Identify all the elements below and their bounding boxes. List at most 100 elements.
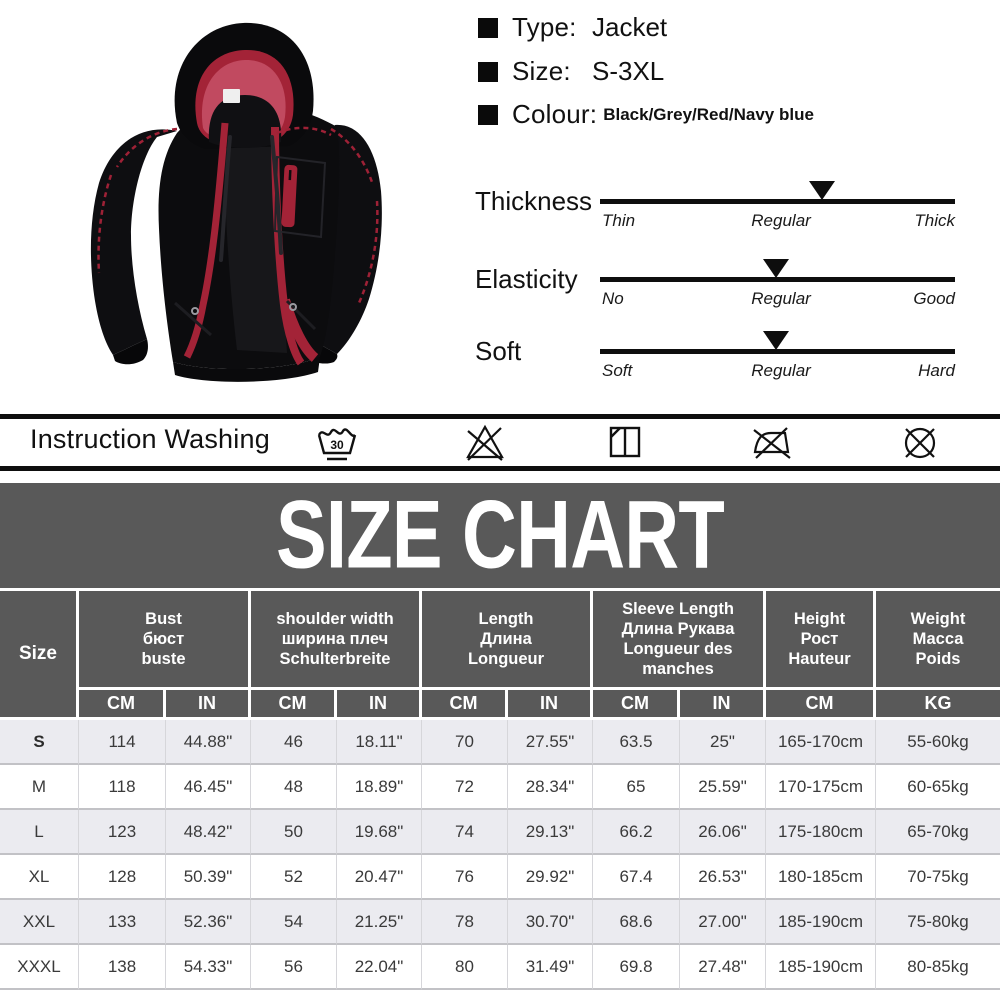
table-header-unit: IN — [166, 690, 251, 720]
size-chart-header: SIZE CHART — [0, 480, 1000, 590]
size-table: Size Bust бюст buste CM IN shoulder width ширин… — [0, 591, 1000, 990]
table-cell: 52.36" — [166, 900, 251, 945]
product-size-row: Size: S-3XL — [478, 56, 664, 87]
table-cell: 44.88" — [166, 720, 251, 765]
table-cell: 185-190cm — [766, 945, 876, 990]
table-row-size-label: M — [0, 765, 79, 810]
table-cell: 70-75kg — [876, 855, 1000, 900]
table-cell: 55-60kg — [876, 720, 1000, 765]
washing-instructions-label: Instruction Washing — [30, 424, 270, 454]
thickness-marker-icon — [808, 181, 835, 200]
size-chart-title: SIZE CHART — [276, 480, 725, 590]
table-cell: 75-80kg — [876, 900, 1000, 945]
elasticity-marker-icon — [762, 259, 789, 278]
thickness-left-label: Thin — [602, 211, 636, 230]
thickness-right-label: Thick — [914, 211, 955, 230]
soft-marker-icon — [762, 331, 789, 350]
table-cell: 66.2 — [593, 810, 680, 855]
soft-mid-label: Regular — [751, 361, 811, 380]
table-cell: 48 — [251, 765, 337, 810]
table-cell: 180-185cm — [766, 855, 876, 900]
wash-30-icon: 30 — [317, 428, 357, 461]
table-cell: 128 — [79, 855, 166, 900]
table-header-unit: CM — [422, 690, 508, 720]
elasticity-mid-label: Regular — [751, 289, 811, 308]
table-cell: 22.04" — [337, 945, 422, 990]
bullet-square-icon — [478, 61, 498, 82]
table-header-group-4: Height Рост Hauteur — [766, 591, 876, 690]
table-cell: 133 — [79, 900, 166, 945]
do-not-bleach-icon — [466, 424, 504, 461]
table-cell: 74 — [422, 810, 508, 855]
thickness-scale-name: Thickness — [475, 186, 593, 216]
table-header-unit: CM — [766, 690, 876, 720]
table-header-group-2: Length Длина Longueur — [422, 591, 593, 690]
svg-text:30: 30 — [330, 438, 344, 452]
soft-scale-track: Soft Regular Hard — [600, 322, 955, 384]
jacket-left-sleeve — [90, 129, 177, 355]
table-cell: 123 — [79, 810, 166, 855]
product-type-row: Type: Jacket — [478, 12, 667, 43]
elasticity-right-label: Good — [913, 289, 955, 308]
chest-zip-pocket — [281, 164, 298, 228]
elasticity-scale-name: Elasticity — [475, 264, 578, 294]
table-cell: 65 — [593, 765, 680, 810]
table-cell: 25" — [680, 720, 766, 765]
divider-bar-bottom — [0, 466, 1000, 471]
type-label: Type: — [512, 12, 577, 42]
table-cell: 78 — [422, 900, 508, 945]
table-row-size-label: XXXL — [0, 945, 79, 990]
jacket-product-image — [90, 22, 382, 382]
table-cell: 56 — [251, 945, 337, 990]
do-not-dry-clean-icon — [904, 427, 936, 459]
table-cell: 48.42" — [166, 810, 251, 855]
table-cell: 69.8 — [593, 945, 680, 990]
elasticity-scale-track: No Regular Good — [600, 250, 955, 312]
table-row-size-label: S — [0, 720, 79, 765]
colour-value: Black/Grey/Red/Navy blue — [603, 104, 814, 124]
table-header-group-0: Bust бюст buste — [79, 591, 251, 690]
table-cell: 114 — [79, 720, 166, 765]
table-cell: 67.4 — [593, 855, 680, 900]
table-cell: 50 — [251, 810, 337, 855]
table-cell: 29.13" — [508, 810, 593, 855]
thickness-mid-label: Regular — [751, 211, 811, 230]
table-cell: 31.49" — [508, 945, 593, 990]
table-header-size: Size — [0, 591, 79, 720]
divider-bar-top — [0, 414, 1000, 419]
table-header-unit: KG — [876, 690, 1000, 720]
table-cell: 29.92" — [508, 855, 593, 900]
table-cell: 27.55" — [508, 720, 593, 765]
scale-line — [600, 349, 955, 354]
table-cell: 25.59" — [680, 765, 766, 810]
elasticity-left-label: No — [602, 289, 624, 308]
table-cell: 50.39" — [166, 855, 251, 900]
do-not-iron-icon — [753, 427, 791, 459]
table-cell: 18.89" — [337, 765, 422, 810]
table-cell: 68.6 — [593, 900, 680, 945]
table-header-group-5: Weight Масса Poids — [876, 591, 1000, 690]
table-cell: 27.48" — [680, 945, 766, 990]
table-cell: 165-170cm — [766, 720, 876, 765]
bullet-square-icon — [478, 104, 498, 125]
table-header-group-1: shoulder width ширина плеч Schulterbreite — [251, 591, 422, 690]
table-cell: 118 — [79, 765, 166, 810]
thickness-scale-track: Thin Regular Thick — [600, 172, 955, 234]
table-cell: 170-175cm — [766, 765, 876, 810]
table-cell: 28.34" — [508, 765, 593, 810]
table-cell: 20.47" — [337, 855, 422, 900]
table-row-size-label: XXL — [0, 900, 79, 945]
soft-scale-name: Soft — [475, 336, 522, 366]
colour-label: Colour: — [512, 99, 598, 129]
table-cell: 175-180cm — [766, 810, 876, 855]
table-cell: 52 — [251, 855, 337, 900]
table-header-unit: CM — [593, 690, 680, 720]
table-cell: 54.33" — [166, 945, 251, 990]
size-value: S-3XL — [592, 56, 665, 86]
table-cell: 138 — [79, 945, 166, 990]
table-header-unit: CM — [79, 690, 166, 720]
table-cell: 185-190cm — [766, 900, 876, 945]
table-cell: 26.53" — [680, 855, 766, 900]
table-cell: 27.00" — [680, 900, 766, 945]
